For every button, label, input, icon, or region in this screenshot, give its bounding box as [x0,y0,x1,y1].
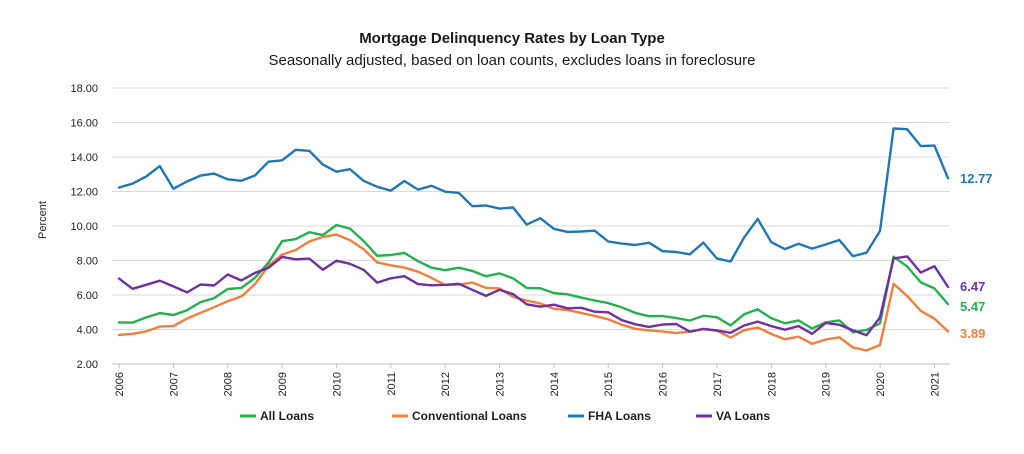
series-line-conventional-loans [117,233,950,352]
y-tick-label: 6.00 [77,290,98,302]
end-label-all-loans: 5.47 [960,299,985,314]
legend-label: Conventional Loans [412,409,527,423]
y-tick-label: 14.00 [70,152,98,164]
y-tick-label: 18.00 [70,83,98,95]
chart-title: Mortgage Delinquency Rates by Loan Type [359,30,665,47]
series-line-fha-loans [117,127,950,263]
chart-subtitle: Seasonally adjusted, based on loan count… [268,52,756,69]
y-tick-label: 4.00 [77,325,98,337]
x-tick-label: 2017 [712,372,724,396]
x-tick-label: 2006 [114,372,126,396]
end-label-fha-loans: 12.77 [960,171,993,186]
x-tick-label: 2013 [495,372,507,396]
y-tick-label: 2.00 [77,359,98,371]
legend-label: All Loans [260,409,314,423]
series-line-all-loans [117,223,950,334]
x-tick-label: 2009 [277,372,289,396]
y-tick-label: 10.00 [70,221,98,233]
series-line-va-loans [117,255,950,337]
y-tick-label: 8.00 [77,256,98,268]
x-tick-label: 2016 [658,372,670,396]
y-axis-title: Percent [37,201,49,239]
y-tick-label: 16.00 [70,118,98,130]
y-tick-label: 12.00 [70,187,98,199]
x-tick-label: 2020 [875,372,887,396]
x-tick-label: 2007 [168,372,180,396]
x-tick-label: 2014 [549,372,561,396]
x-tick-label: 2021 [929,372,941,396]
end-label-conventional-loans: 3.89 [960,326,985,341]
x-tick-label: 2015 [603,372,615,396]
x-tick-label: 2012 [440,372,452,396]
x-tick-label: 2010 [331,372,343,396]
x-tick-label: 2018 [766,372,778,396]
x-tick-label: 2008 [223,372,235,396]
legend-label: FHA Loans [588,409,651,423]
end-label-va-loans: 6.47 [960,279,985,294]
x-tick-label: 2011 [386,372,398,396]
legend-label: VA Loans [716,409,770,423]
x-tick-label: 2019 [821,372,833,396]
